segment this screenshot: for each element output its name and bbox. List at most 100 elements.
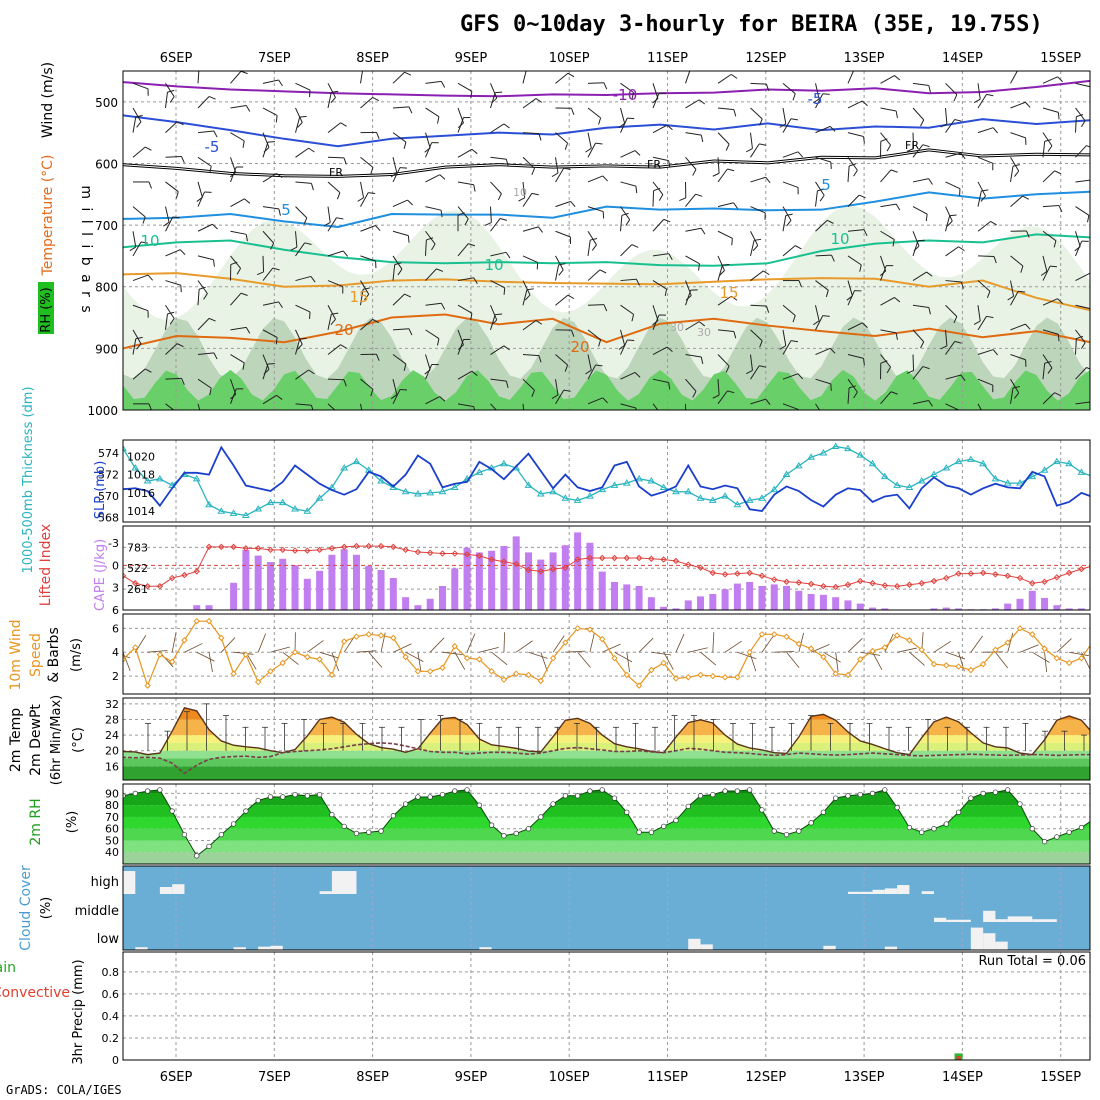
wind10-barb: [1019, 644, 1039, 653]
wind-barb: [295, 147, 309, 158]
wind-barb-flag: [175, 191, 179, 199]
wind-barb: [750, 354, 753, 371]
wind-barb-flag: [1007, 295, 1014, 301]
wind-barb: [262, 267, 274, 281]
wind-barb-flag: [631, 92, 635, 100]
wind-barb: [327, 280, 344, 288]
wind-barb-flag: [634, 150, 641, 156]
temp-frame: [122, 697, 1091, 781]
wind-barb-flag: [790, 118, 798, 121]
wind-barb: [847, 100, 863, 109]
wind-barb-flag: [754, 238, 762, 241]
cape-bar: [1090, 605, 1097, 610]
wind-barb: [327, 122, 341, 134]
wind-barb-flag: [603, 304, 608, 312]
rh-point: [280, 794, 286, 800]
contour-label: FR: [647, 158, 661, 171]
isotherm-line: [123, 114, 1090, 148]
cape-bar: [254, 555, 262, 610]
lifted-point: [267, 546, 274, 554]
rh-band: [123, 840, 1090, 853]
wind10-barb: [1056, 638, 1072, 653]
wind-barb: [555, 389, 565, 405]
rh-tick: 40: [105, 846, 119, 859]
wind-barb: [327, 206, 331, 223]
wind10-point: [365, 631, 372, 638]
wind-barb: [912, 231, 920, 247]
wind-barb: [685, 227, 702, 232]
wind10-barb: [442, 651, 463, 656]
wind10-point: [291, 649, 299, 656]
wind-barb: [815, 190, 818, 207]
wind-barb-flag: [862, 322, 868, 328]
wind-barb-flag: [399, 167, 408, 169]
wind10-point: [525, 671, 532, 679]
wind-barb-flag: [853, 169, 858, 177]
wind-barb-flag: [960, 374, 966, 381]
cape-bar: [1077, 608, 1085, 610]
wind-barb: [587, 239, 591, 256]
wind-barb: [425, 142, 433, 158]
wind-barb-flag: [1057, 112, 1060, 120]
wind-barb: [295, 403, 312, 406]
wind10-barb: [663, 652, 674, 670]
lifted-axis-label: Lifted Index: [38, 524, 54, 606]
wind-barb-flag: [323, 222, 331, 227]
wind-barb-flag: [145, 368, 152, 373]
wind-barb: [945, 107, 948, 124]
cape-bar: [451, 568, 459, 610]
cape-bar: [697, 596, 705, 610]
wind10-barb: [872, 652, 883, 671]
wind-barb-flag: [746, 148, 753, 153]
wind10-barb: [995, 651, 1009, 669]
wind-barb-flag: [538, 133, 542, 141]
wind-barb: [685, 289, 692, 306]
wind-barb: [425, 364, 433, 380]
wind10-barb: [737, 651, 757, 660]
lifted-point: [734, 570, 741, 577]
wind-barb: [490, 345, 505, 355]
wind10-barb: [823, 651, 841, 663]
lifted-point: [795, 579, 803, 586]
wind10-barb: [552, 635, 565, 653]
wind-barb-flag: [666, 124, 673, 131]
wind-barb: [327, 378, 345, 381]
lifted-point: [525, 566, 532, 574]
thickness-point: [155, 474, 164, 482]
wind-barb-flag: [290, 246, 298, 251]
wind10-point: [893, 632, 901, 639]
rh-point: [538, 814, 544, 820]
wind-barb: [717, 255, 725, 271]
date-label-top: 10SEP: [549, 51, 590, 66]
wind10-point: [132, 644, 139, 651]
wind-barb: [425, 302, 442, 306]
wind-barb: [717, 265, 723, 281]
wind-barb-flag: [145, 146, 152, 151]
wind-barb-flag: [595, 364, 603, 367]
temp-tick: 16: [105, 760, 119, 773]
lifted-point: [943, 574, 950, 582]
rh-point: [894, 804, 900, 811]
thickness-point: [536, 489, 545, 497]
wind-barb-flag: [947, 220, 953, 227]
wind-barb-flag: [535, 98, 543, 103]
thickness-point: [217, 507, 226, 514]
cloud-block: [479, 947, 492, 950]
cloud-block: [1032, 919, 1057, 922]
date-label-bottom: 9SEP: [455, 1070, 488, 1085]
wind-barb: [587, 269, 601, 281]
wind-axis-label-2: Speed: [28, 633, 44, 677]
wind10-barb: [1069, 651, 1089, 657]
wind-barb-flag: [698, 321, 706, 327]
wind-barb: [977, 156, 994, 164]
precip-tick: 0.6: [102, 988, 120, 1001]
thickness-axis-label: 1000-500mb Thickness (dm): [21, 386, 36, 573]
wind-barb-flag: [822, 315, 830, 317]
wind-barb: [685, 321, 700, 331]
cloud-block: [847, 891, 861, 894]
wind-barb-flag: [663, 218, 671, 223]
cape-bar: [770, 584, 778, 610]
wind-barb: [750, 82, 767, 85]
wind-barb: [652, 181, 664, 195]
cloud-block: [884, 946, 898, 950]
